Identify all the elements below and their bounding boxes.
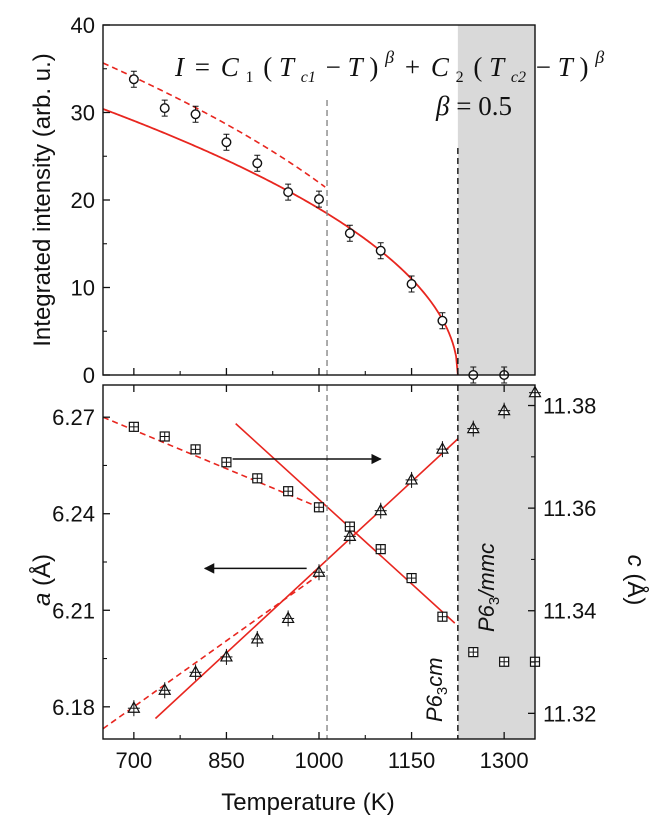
c-lattice-point (250, 630, 264, 647)
a-lattice-point (313, 502, 325, 513)
intensity-point (344, 224, 355, 242)
c-lattice-point (189, 664, 203, 681)
intensity-point (128, 70, 139, 88)
left-y-axis-label: a (Å) (28, 554, 56, 606)
a-lattice-point (468, 647, 479, 658)
c-tick-label: 11.38 (543, 394, 596, 419)
top-reference-lines (326, 100, 459, 375)
intensity-point (375, 242, 386, 260)
c-lattice-point (219, 648, 233, 665)
top-y-axis-label: Integrated intensity (arb. u.) (29, 53, 56, 346)
fit-a-dashed (103, 416, 320, 509)
bottom-axis-ticks: 700 850 1000 1150 1300 6.18 6.21 6.24 6.27 11.32 1… (52, 385, 596, 773)
c-lattice-point (158, 682, 172, 699)
a-lattice-point (190, 444, 201, 455)
top-data-points (128, 70, 510, 384)
top-y-tick-label: 40 (71, 13, 95, 38)
a-lattice-point (252, 473, 263, 484)
c-lattice-point (312, 564, 326, 581)
a-lattice-point (375, 544, 386, 555)
intensity-point (283, 183, 294, 201)
c-tick-label: 11.32 (543, 701, 596, 726)
a-tick-label: 6.24 (52, 502, 95, 527)
c-lattice-point (435, 441, 449, 458)
c-tick-label: 11.34 (543, 599, 596, 624)
x-tick-label: 850 (208, 748, 245, 773)
fit-curve-solid (103, 108, 459, 375)
a-lattice-point (128, 421, 139, 432)
x-tick-label: 1000 (295, 748, 344, 773)
c-lattice-point (127, 700, 141, 717)
c-lattice-point (497, 402, 511, 419)
x-axis-label: Temperature (K) (221, 789, 394, 816)
intensity-point (252, 154, 263, 172)
top-shaded-region (457, 25, 535, 375)
intensity-point (314, 190, 325, 208)
intensity-point (190, 105, 201, 123)
bottom-reference-lines (326, 385, 459, 739)
top-panel: 0 10 20 30 40 Integrated intensity (arb. u.)… (29, 13, 604, 388)
a-lattice-point (406, 572, 417, 584)
x-tick-label: 700 (115, 748, 152, 773)
a-lattice-point (159, 431, 170, 442)
x-tick-label: 1150 (388, 748, 435, 773)
a-lattice-point (283, 486, 294, 497)
intensity-point (437, 312, 448, 330)
c-lattice-point (281, 610, 295, 627)
c-lattice-point (466, 420, 480, 437)
a-lattice-point (499, 656, 510, 667)
top-y-tick-label: 0 (83, 363, 95, 388)
fit-curve-dashed (103, 62, 326, 188)
bottom-panel: 700 850 1000 1150 1300 6.18 6.21 6.24 6.27 11.32 1… (28, 384, 650, 816)
formula-text: I = C 1 ( T c1 − T ) β + C 2 ( T c2 − T … (174, 39, 604, 88)
a-lattice-point (221, 457, 232, 468)
a-tick-label: 6.27 (52, 405, 95, 430)
top-fit-curves (103, 62, 459, 375)
intensity-point (406, 275, 417, 293)
bottom-fit-lines (103, 416, 459, 730)
c-lattice-point (343, 528, 357, 545)
c-lattice-point (405, 471, 419, 488)
top-y-tick-label: 30 (71, 101, 95, 126)
axis-arrows (203, 453, 382, 574)
phase-label-p63cm: P63cm (422, 657, 451, 722)
a-tick-label: 6.18 (52, 695, 95, 720)
x-tick-label: 1300 (480, 748, 529, 773)
fit-c-solid (154, 438, 459, 720)
top-axis-ticks: 0 10 20 30 40 (71, 13, 505, 388)
c-tick-label: 11.36 (543, 496, 596, 521)
a-lattice-point (437, 611, 448, 622)
bottom-shaded-region (457, 385, 535, 739)
top-y-tick-label: 10 (71, 276, 95, 301)
right-y-axis-label: c (Å) (622, 555, 650, 606)
a-tick-label: 6.21 (52, 598, 95, 623)
beta-value-label: β = 0.5 (435, 91, 512, 121)
c-lattice-point (374, 502, 388, 519)
intensity-point (159, 99, 170, 117)
intensity-point (221, 133, 232, 151)
phase-label-p63mmc: P63/mmc (474, 543, 503, 632)
top-y-tick-label: 20 (71, 188, 95, 213)
bottom-data-points (127, 384, 542, 717)
